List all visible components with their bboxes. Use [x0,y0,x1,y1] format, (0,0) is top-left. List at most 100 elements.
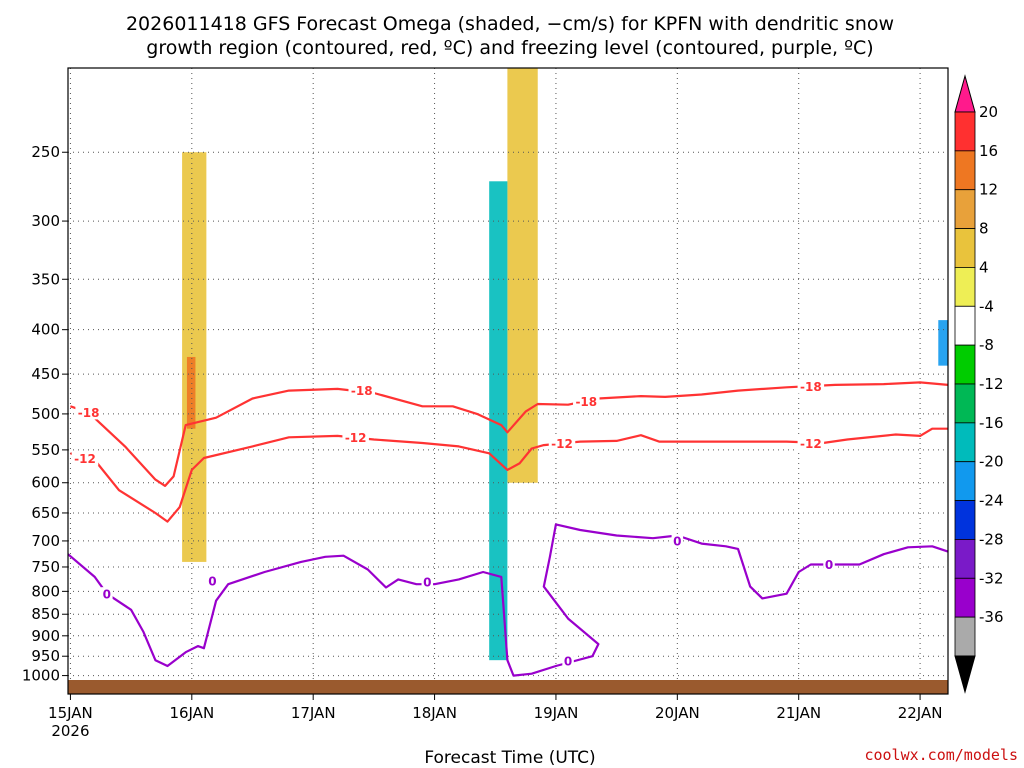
contour-label-bg-dgz_top-1 [348,383,375,398]
y-tick-label-750: 750 [31,558,60,576]
contour-label-bg-dgz_bottom-3 [797,436,825,451]
colorbar-swatch-8 [954,383,976,424]
y-tick-label-300: 300 [31,212,60,230]
contour-label-bg-dgz_bottom-2 [548,436,576,451]
colorbar-label--8: -8 [979,336,994,354]
colorbar-swatch-3 [954,189,976,229]
contour-label-dgz_bottom-3: -12 [800,437,822,451]
colorbar-top-arrow [954,74,976,113]
chart-title-line-2: growth region (contoured, red, ºC) and f… [146,37,873,59]
y-tick-label-700: 700 [31,532,60,550]
contour-label-dgz_top-0: -18 [78,406,100,420]
colorbar: 20 16 12 8 4 -4 -8 -12 -16 -20 -24 -28 -32 -36 [954,74,1004,694]
colorbar-label-12: 12 [979,181,998,199]
colorbar-swatch-12 [954,539,976,579]
contour-dgz_top [70,381,949,487]
contour-label-bg-dgz_bottom-0 [71,451,99,466]
x-tick-label-16JAN: 16JAN [169,704,214,722]
contour-label-bg-freezing_level-1 [206,573,219,588]
contour-label-dgz_bottom-1: -12 [345,431,367,445]
colorbar-swatch-10 [954,461,976,501]
y-axis-ticks: 250 300 350 400 450 500 550 600 650 700 750 800 850 9… [22,143,68,685]
shading-updraft-max-16jan [186,356,196,429]
contour-label-dgz_top-3: -18 [800,380,822,394]
colorbar-swatch-2 [954,150,976,191]
colorbar-label--12: -12 [979,375,1004,393]
y-tick-label-900: 900 [31,627,60,645]
ground-surface [68,680,948,694]
shading-updraft-core-18jan [507,68,538,483]
contour-label-freezing_level-3: 0 [564,654,572,668]
colorbar-swatch-7 [954,344,976,385]
colorbar-label--36: -36 [979,608,1004,626]
contour-layer: -18 -18 -18 -18 -12 -12 -12 -12 0 0 0 0 0 0 [67,379,949,677]
y-tick-label-350: 350 [31,270,60,288]
shading-subsidence-22jan [938,320,948,366]
contour-label-freezing_level-2: 0 [423,575,431,589]
y-tick-label-850: 850 [31,605,60,623]
x-axis-title: Forecast Time (UTC) [424,748,595,768]
chart-title-line-1: 2026011418 GFS Forecast Omega (shaded, −… [126,13,894,35]
plot-frame [67,67,949,695]
x-tick-label-22JAN: 22JAN [898,704,943,722]
y-tick-label-500: 500 [31,405,60,423]
colorbar-swatch-11 [954,500,976,540]
contour-label-bg-freezing_level-2 [421,574,434,589]
contour-label-dgz_top-2: -18 [575,395,597,409]
contour-label-bg-freezing_level-0 [101,587,113,602]
colorbar-label--32: -32 [979,569,1004,587]
x-tick-label-20JAN: 20JAN [655,704,700,722]
x-tick-label-19JAN: 19JAN [534,704,579,722]
contour-label-dgz_top-1: -18 [351,384,373,398]
y-tick-label-550: 550 [31,441,60,459]
colorbar-label-8: 8 [979,220,989,238]
x-tick-label-17JAN: 17JAN [291,704,336,722]
y-tick-label-650: 650 [31,504,60,522]
x-tick-sublabel-15JAN: 2026 [51,722,89,740]
colorbar-label--4: -4 [979,297,994,315]
colorbar-swatch-6 [954,305,976,346]
x-tick-label-15JAN: 15JAN [48,704,93,722]
colorbar-swatch-5 [954,267,976,307]
contour-label-bg-dgz_bottom-1 [342,430,369,445]
colorbar-swatch-14 [954,616,976,657]
colorbar-swatch-9 [954,422,976,463]
colorbar-label--20: -20 [979,453,1004,471]
colorbar-swatch-1 [954,111,976,152]
contour-label-bg-dgz_top-2 [573,394,600,409]
contour-label-dgz_bottom-2: -12 [551,437,573,451]
contour-label-freezing_level-1: 0 [208,574,216,588]
x-tick-label-18JAN: 18JAN [412,704,457,722]
colorbar-label-16: 16 [979,142,998,160]
colorbar-swatch-13 [954,577,976,618]
contour-label-bg-freezing_level-5 [823,557,835,572]
watermark: coolwx.com/models [864,746,1018,764]
colorbar-label--24: -24 [979,492,1004,510]
colorbar-swatch-4 [954,228,976,268]
colorbar-label-20: 20 [979,103,998,121]
contour-label-freezing_level-0: 0 [103,588,111,602]
contour-label-freezing_level-4: 0 [673,534,681,548]
colorbar-label--16: -16 [979,414,1004,432]
contour-label-dgz_bottom-0: -12 [74,452,96,466]
y-tick-label-450: 450 [31,365,60,383]
y-tick-label-250: 250 [31,143,60,161]
y-tick-label-600: 600 [31,474,60,492]
colorbar-label-4: 4 [979,258,989,276]
colorbar-bottom-arrow [954,655,976,694]
colorbar-label--28: -28 [979,530,1004,548]
contour-label-bg-freezing_level-4 [671,533,684,548]
x-tick-label-21JAN: 21JAN [776,704,821,722]
y-tick-label-1000: 1000 [22,667,60,685]
y-tick-label-400: 400 [31,321,60,339]
contour-freezing_level [67,523,949,677]
contour-label-bg-dgz_top-0 [75,405,102,420]
contour-label-freezing_level-5: 0 [825,558,833,572]
omega-shading-layer [182,68,948,661]
contour-label-bg-dgz_top-3 [797,379,825,394]
contour-label-bg-freezing_level-3 [562,653,574,668]
y-tick-label-800: 800 [31,582,60,600]
y-tick-label-950: 950 [31,647,60,665]
